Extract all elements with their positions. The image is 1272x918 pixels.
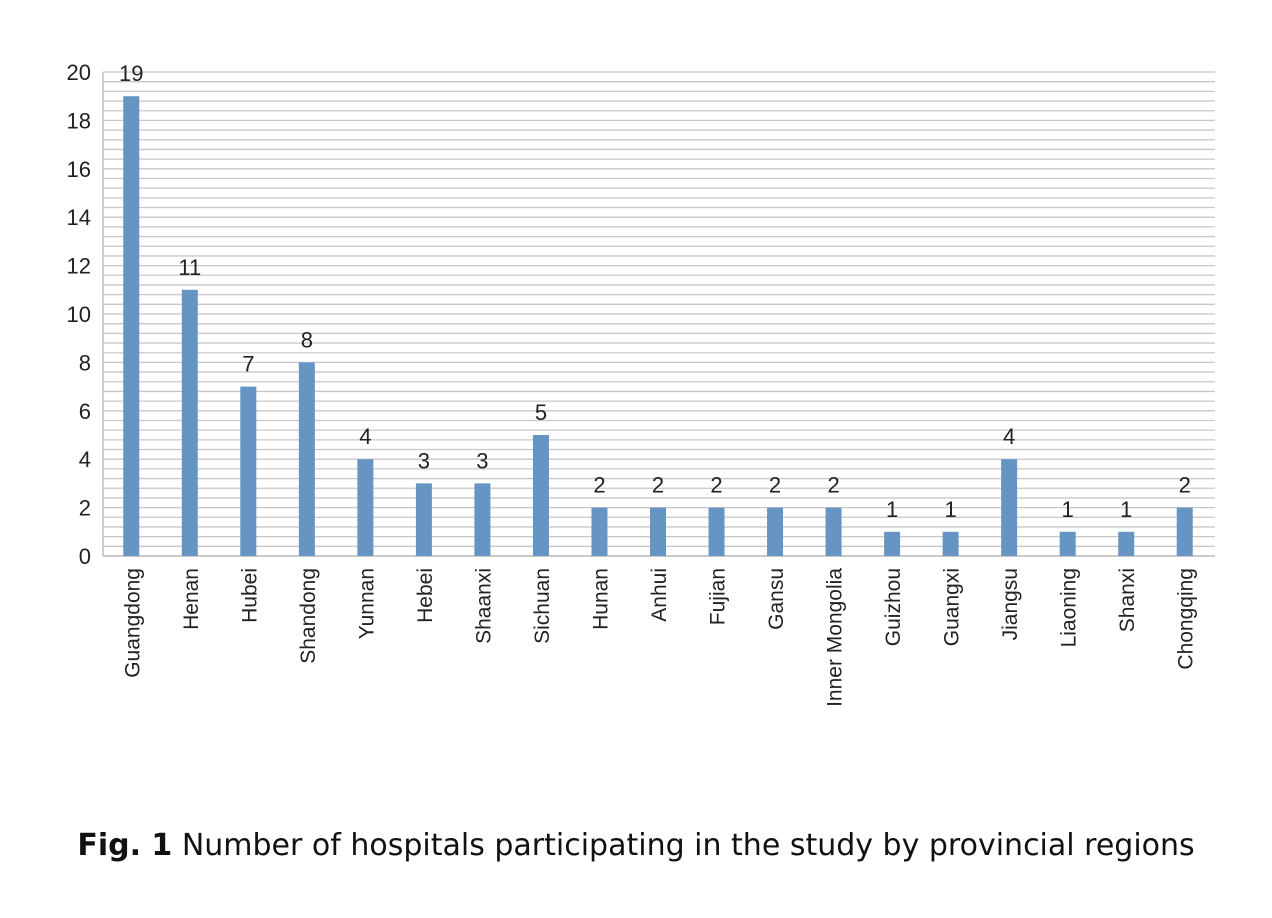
bar [1059,531,1076,556]
bar [708,507,725,556]
data-label: 2 [652,473,664,498]
data-label: 2 [1179,473,1191,498]
data-label: 2 [710,473,722,498]
data-label: 11 [178,255,201,280]
x-tick-label: Inner Mongolia [824,568,847,707]
figure-caption: Fig. 1 Number of hospitals participating… [0,828,1272,863]
bar [650,507,666,556]
x-tick-label: Yunnan [355,568,378,639]
x-tick-label: Anhui [648,568,671,622]
y-tick-label: 4 [79,447,91,472]
x-tick-label: Shandong [297,568,320,664]
bar [884,531,901,556]
bar [1176,507,1193,556]
bar [942,531,959,556]
bar [1118,531,1135,556]
x-tick-label: Jiangsu [999,568,1022,640]
caption-text: Number of hospitals participating in the… [172,828,1195,863]
bar [240,386,257,556]
x-tick-label: Hebei [414,568,437,623]
caption-label: Fig. 1 [77,828,173,863]
bar [1001,459,1018,556]
x-tick-label: Liaoning [1058,568,1081,647]
x-tick-label: Guangdong [121,568,144,678]
data-label: 2 [827,473,839,498]
x-tick-label: Guangxi [941,568,964,646]
y-tick-label: 8 [79,350,91,375]
data-label: 1 [1120,497,1132,522]
y-tick-label: 14 [67,205,91,230]
y-tick-label: 12 [67,254,91,279]
data-label: 1 [886,497,898,522]
y-tick-label: 6 [79,399,91,424]
bar [181,289,198,556]
y-tick-label: 16 [67,157,91,182]
bar [298,362,315,556]
data-label: 1 [945,497,957,522]
x-tick-label: Hubei [238,568,261,623]
data-label: 4 [1003,424,1015,449]
bar [532,435,549,556]
data-label: 5 [535,400,547,425]
bar [123,96,140,556]
bar [415,483,432,556]
x-tick-label: Sichuan [531,568,554,644]
x-tick-label: Guizhou [882,568,905,646]
data-label: 4 [359,424,371,449]
x-tick-label: Shanxi [1116,568,1139,632]
y-tick-label: 20 [67,60,91,85]
bar [591,507,608,556]
data-label: 1 [1062,497,1074,522]
x-tick-label: Hunan [589,568,612,630]
data-label: 3 [418,448,430,473]
x-tick-label: Chongqing [1175,568,1198,670]
data-label: 2 [769,473,781,498]
y-tick-label: 18 [67,108,91,133]
data-label: 2 [593,473,605,498]
bar [357,459,374,556]
x-tick-label: Henan [180,568,203,630]
x-tick-label: Fujian [707,568,730,625]
bar [474,483,491,556]
x-tick-label: Shaanxi [472,568,495,644]
y-tick-label: 2 [79,496,91,521]
data-label: 19 [119,61,143,86]
y-tick-label: 10 [67,302,91,327]
y-tick-label: 0 [79,544,91,569]
bar [767,507,784,556]
bar [825,507,842,556]
data-label: 3 [476,448,488,473]
x-tick-label: Gansu [765,568,788,630]
data-label: 8 [301,327,313,352]
data-label: 7 [242,352,254,377]
